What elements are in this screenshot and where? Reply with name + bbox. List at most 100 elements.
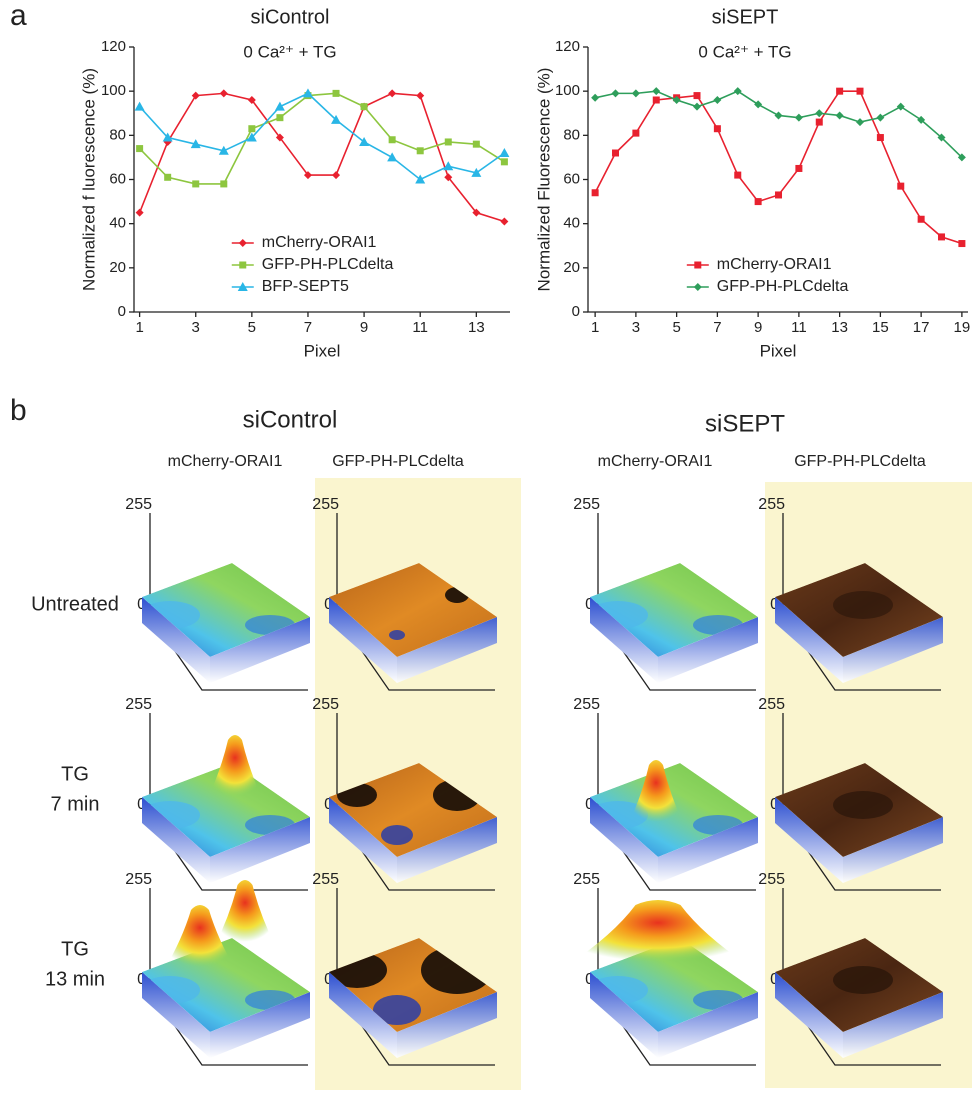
column-label: mCherry-ORAI1 [168, 453, 283, 470]
marker [501, 158, 508, 165]
legend-label: GFP-PH-PLCdelta [262, 256, 394, 273]
y-tick-label: 0 [118, 303, 126, 320]
x-tick-label: 13 [831, 319, 848, 336]
marker [275, 102, 285, 111]
y-axis-label: Normalized f luorescence (%) [79, 68, 98, 291]
surface-patch [389, 630, 405, 640]
surface-peak [568, 900, 748, 965]
panel-label: a [10, 0, 27, 32]
z-tick-label: 255 [125, 496, 152, 513]
marker [693, 103, 701, 111]
marker [816, 119, 823, 126]
marker [499, 148, 509, 157]
marker [220, 89, 228, 97]
marker [734, 87, 742, 95]
marker [775, 111, 783, 119]
marker [694, 262, 701, 269]
marker [876, 114, 884, 122]
y-tick-label: 120 [555, 38, 580, 55]
surface-patch [833, 966, 893, 994]
marker [388, 89, 396, 97]
chart-subtitle: 0 Ca²⁺ + TG [698, 42, 791, 61]
x-tick-label: 5 [672, 319, 680, 336]
marker [652, 87, 660, 95]
marker [248, 125, 255, 132]
marker [612, 150, 619, 157]
marker [135, 102, 145, 111]
row-label: 7 min [51, 793, 100, 815]
marker [694, 283, 702, 291]
marker [445, 138, 452, 145]
x-tick-label: 13 [468, 319, 485, 336]
figure: a b siControl0 Ca²⁺ + TG0204060801001201… [0, 0, 976, 1094]
y-tick-label: 60 [563, 170, 580, 187]
marker [856, 118, 864, 126]
row-label: 13 min [45, 968, 105, 990]
legend-label: BFP-SEPT5 [262, 278, 349, 295]
x-tick-label: 11 [412, 319, 428, 336]
y-tick-label: 0 [572, 303, 580, 320]
row-label: TG [61, 763, 89, 785]
marker [734, 172, 741, 179]
y-tick-label: 40 [109, 215, 126, 232]
marker [836, 88, 843, 95]
marker [694, 92, 701, 99]
marker [632, 89, 640, 97]
marker [795, 114, 803, 122]
z-tick-label: 255 [312, 696, 339, 713]
y-tick-label: 120 [101, 38, 126, 55]
x-tick-label: 1 [135, 319, 143, 336]
z-tick-label: 255 [573, 871, 600, 888]
marker [857, 88, 864, 95]
row-label: TG [61, 938, 89, 960]
x-tick-label: 7 [713, 319, 721, 336]
z-tick-label: 255 [758, 496, 785, 513]
x-axis-label: Pixel [304, 341, 341, 360]
marker [795, 165, 802, 172]
x-tick-label: 11 [791, 319, 807, 336]
series-line [595, 91, 962, 157]
marker [877, 134, 884, 141]
surface-patch [833, 591, 893, 619]
legend-label: GFP-PH-PLCdelta [717, 278, 849, 295]
marker [416, 92, 424, 100]
legend-label: mCherry-ORAI1 [262, 234, 377, 251]
y-tick-label: 100 [101, 82, 126, 99]
row-label: Untreated [31, 593, 119, 615]
z-tick-label: 255 [758, 696, 785, 713]
marker [897, 103, 905, 111]
z-tick-label: 255 [125, 871, 152, 888]
column-label: GFP-PH-PLCdelta [332, 453, 464, 470]
x-tick-label: 9 [754, 319, 762, 336]
marker [333, 90, 340, 97]
marker [389, 136, 396, 143]
chart-subtitle: 0 Ca²⁺ + TG [243, 42, 336, 61]
surface-patch [381, 825, 413, 845]
marker [918, 216, 925, 223]
column-label: mCherry-ORAI1 [598, 453, 713, 470]
surface-patch [833, 791, 893, 819]
marker [417, 147, 424, 154]
x-tick-label: 3 [632, 319, 640, 336]
marker [473, 141, 480, 148]
x-tick-label: 19 [954, 319, 971, 336]
z-tick-label: 255 [312, 871, 339, 888]
x-tick-label: 9 [360, 319, 368, 336]
marker [500, 217, 508, 225]
y-tick-label: 20 [563, 259, 580, 276]
column-label: GFP-PH-PLCdelta [794, 453, 926, 470]
marker [332, 171, 340, 179]
group-title: siControl [243, 406, 338, 433]
x-tick-label: 15 [872, 319, 889, 336]
marker [239, 262, 246, 269]
panel-label: b [10, 394, 27, 427]
marker [958, 240, 965, 247]
marker [815, 109, 823, 117]
marker [897, 183, 904, 190]
x-tick-label: 7 [304, 319, 312, 336]
y-tick-label: 80 [563, 126, 580, 143]
z-tick-label: 255 [573, 696, 600, 713]
marker [361, 103, 368, 110]
y-tick-label: 20 [109, 259, 126, 276]
series-line [140, 93, 505, 221]
